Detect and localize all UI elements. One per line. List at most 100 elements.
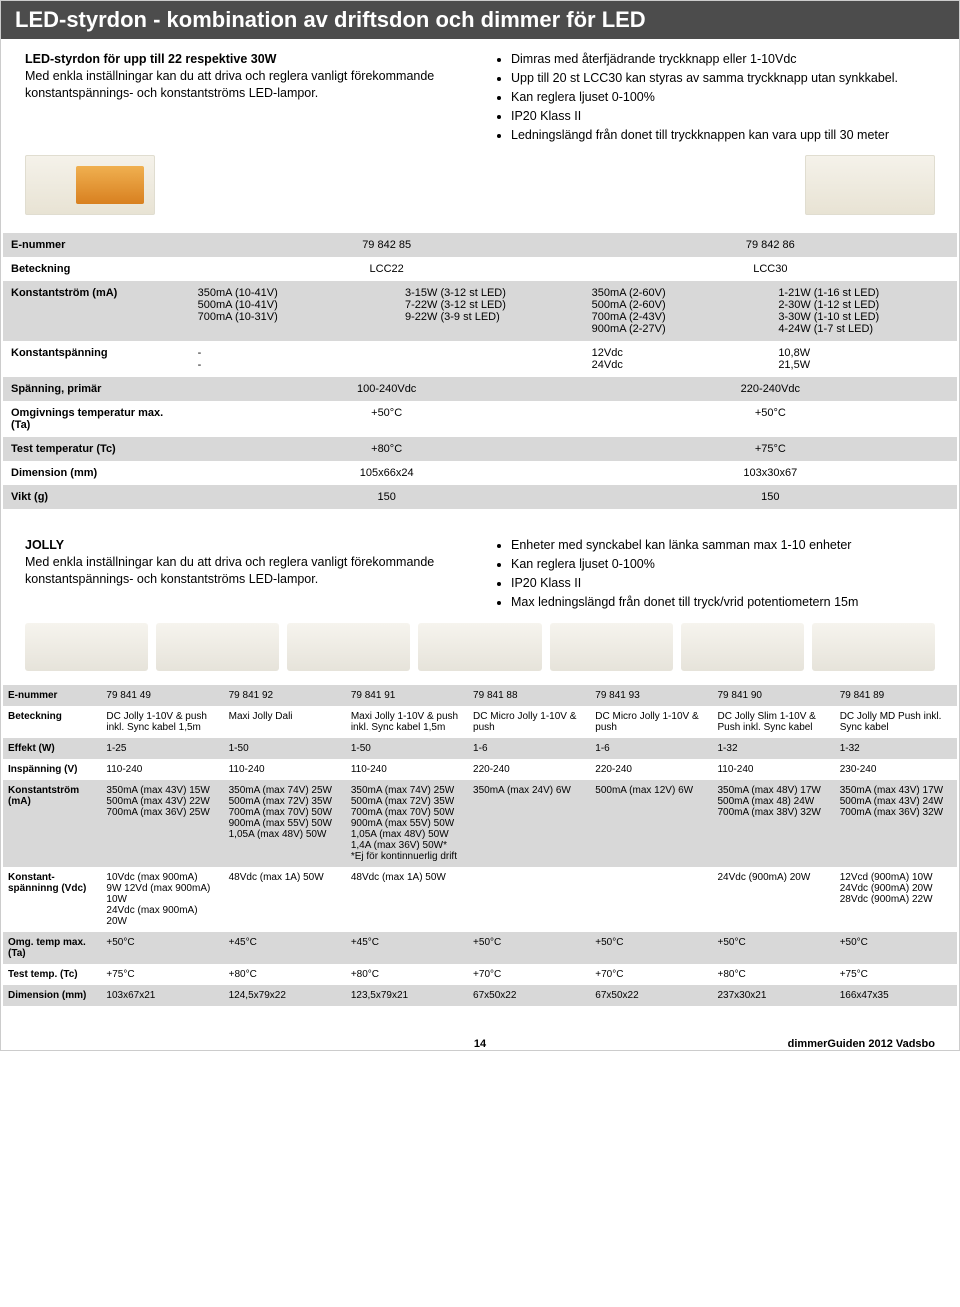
row-label: Dimension (mm) [3, 461, 190, 485]
intro-heading: LED-styrdon för upp till 22 respektive 3… [25, 52, 276, 66]
cell: 79 841 93 [590, 685, 712, 706]
cell: 12Vdc 24Vdc [584, 341, 771, 377]
page-footer: 14 dimmerGuiden 2012 Vadsbo [1, 1034, 959, 1038]
row-label: E-nummer [3, 685, 101, 706]
footer-right: dimmerGuiden 2012 Vadsbo [788, 1038, 935, 1050]
row-label: Inspänning (V) [3, 759, 101, 780]
cell: +50°C [835, 932, 957, 964]
cell: 79 841 89 [835, 685, 957, 706]
row-label: E-nummer [3, 233, 190, 257]
cell: 105x66x24 [190, 461, 584, 485]
cell: +75°C [835, 964, 957, 985]
cell [590, 867, 712, 932]
product-image [812, 623, 935, 671]
row-label: Spänning, primär [3, 377, 190, 401]
mid-bullets: Enheter med synckabel kan länka samman m… [495, 537, 935, 611]
cell: 1-6 [468, 738, 590, 759]
mid-section: JOLLY Med enkla inställningar kan du att… [1, 537, 959, 613]
intro-section: LED-styrdon för upp till 22 respektive 3… [1, 51, 959, 145]
page-container: LED-styrdon - kombination av driftsdon o… [0, 0, 960, 1051]
cell: 110-240 [224, 759, 346, 780]
table-row: BeteckningDC Jolly 1-10V & push inkl. Sy… [3, 706, 957, 738]
row-label: Dimension (mm) [3, 985, 101, 1006]
cell: 1-50 [224, 738, 346, 759]
spec-table-1: E-nummer79 842 8579 842 86BeteckningLCC2… [1, 233, 959, 509]
cell: +45°C [346, 932, 468, 964]
cell: 110-240 [712, 759, 834, 780]
cell: 79 842 86 [584, 233, 957, 257]
cell: 79 841 90 [712, 685, 834, 706]
cell: 237x30x21 [712, 985, 834, 1006]
cell: +45°C [224, 932, 346, 964]
cell: 67x50x22 [468, 985, 590, 1006]
cell: 350mA (max 43V) 15W 500mA (max 43V) 22W … [101, 780, 223, 867]
cell: +50°C [584, 401, 957, 437]
cell: - - [190, 341, 397, 377]
table-row: Konstant-spänninng (Vdc)10Vdc (max 900mA… [3, 867, 957, 932]
cell: 24Vdc (900mA) 20W [712, 867, 834, 932]
intro-left: LED-styrdon för upp till 22 respektive 3… [25, 51, 465, 145]
cell: 48Vdc (max 1A) 50W [346, 867, 468, 932]
cell: +50°C [712, 932, 834, 964]
cell: 350mA (max 43V) 17W 500mA (max 43V) 24W … [835, 780, 957, 867]
table-1: E-nummer79 842 8579 842 86BeteckningLCC2… [3, 233, 957, 509]
cell: DC Micro Jolly 1-10V & push [468, 706, 590, 738]
table-row: Konstantspänning- - 12Vdc 24Vdc10,8W 21,5… [3, 341, 957, 377]
cell: 166x47x35 [835, 985, 957, 1006]
mid-text: Med enkla inställningar kan du att driva… [25, 555, 434, 586]
cell: 150 [190, 485, 584, 509]
cell: 10,8W 21,5W [770, 341, 957, 377]
table-row: BeteckningLCC22LCC30 [3, 257, 957, 281]
row-label: Konstantspänning [3, 341, 190, 377]
bullet-item: Upp till 20 st LCC30 kan styras av samma… [511, 70, 935, 87]
cell: 79 842 85 [190, 233, 584, 257]
cell: 350mA (2-60V) 500mA (2-60V) 700mA (2-43V… [584, 281, 771, 341]
product-image [287, 623, 410, 671]
cell: +80°C [346, 964, 468, 985]
intro-text: Med enkla inställningar kan du att driva… [25, 69, 434, 100]
cell [468, 867, 590, 932]
row-label: Test temperatur (Tc) [3, 437, 190, 461]
cell: +75°C [101, 964, 223, 985]
cell: +50°C [468, 932, 590, 964]
cell: 1-32 [712, 738, 834, 759]
cell: 48Vdc (max 1A) 50W [224, 867, 346, 932]
cell: LCC22 [190, 257, 584, 281]
intro-right: Dimras med återfjädrande tryckknapp elle… [495, 51, 935, 145]
cell: 350mA (10-41V) 500mA (10-41V) 700mA (10-… [190, 281, 397, 341]
mid-left: JOLLY Med enkla inställningar kan du att… [25, 537, 465, 613]
table-row: E-nummer79 842 8579 842 86 [3, 233, 957, 257]
mid-heading: JOLLY [25, 538, 64, 552]
cell: 220-240 [468, 759, 590, 780]
row-label: Konstantström (mA) [3, 780, 101, 867]
cell: 350mA (max 74V) 25W 500mA (max 72V) 35W … [346, 780, 468, 867]
row-label: Test temp. (Tc) [3, 964, 101, 985]
page-title: LED-styrdon - kombination av driftsdon o… [1, 1, 959, 39]
bullet-item: Max ledningslängd från donet till tryck/… [511, 594, 935, 611]
row-label: Vikt (g) [3, 485, 190, 509]
cell: 110-240 [101, 759, 223, 780]
page-number: 14 [474, 1038, 486, 1050]
cell: DC Jolly 1-10V & push inkl. Sync kabel 1… [101, 706, 223, 738]
cell: 1-6 [590, 738, 712, 759]
cell: 110-240 [346, 759, 468, 780]
bullet-item: Dimras med återfjädrande tryckknapp elle… [511, 51, 935, 68]
cell: 10Vdc (max 900mA) 9W 12Vd (max 900mA) 10… [101, 867, 223, 932]
cell: 500mA (max 12V) 6W [590, 780, 712, 867]
table-row: Konstantström (mA)350mA (max 43V) 15W 50… [3, 780, 957, 867]
table-row: Konstantström (mA)350mA (10-41V) 500mA (… [3, 281, 957, 341]
table-row: Vikt (g)150150 [3, 485, 957, 509]
bullet-item: IP20 Klass II [511, 108, 935, 125]
table-row: Inspänning (V)110-240110-240110-240220-2… [3, 759, 957, 780]
cell: 79 841 92 [224, 685, 346, 706]
cell: +70°C [468, 964, 590, 985]
cell: LCC30 [584, 257, 957, 281]
cell: 350mA (max 74V) 25W 500mA (max 72V) 35W … [224, 780, 346, 867]
table-row: Omg. temp max. (Ta)+50°C+45°C+45°C+50°C+… [3, 932, 957, 964]
cell: 3-15W (3-12 st LED) 7-22W (3-12 st LED) … [397, 281, 584, 341]
product-image [418, 623, 541, 671]
cell: 230-240 [835, 759, 957, 780]
table-row: Spänning, primär100-240Vdc220-240Vdc [3, 377, 957, 401]
cell: 103x30x67 [584, 461, 957, 485]
cell: 103x67x21 [101, 985, 223, 1006]
